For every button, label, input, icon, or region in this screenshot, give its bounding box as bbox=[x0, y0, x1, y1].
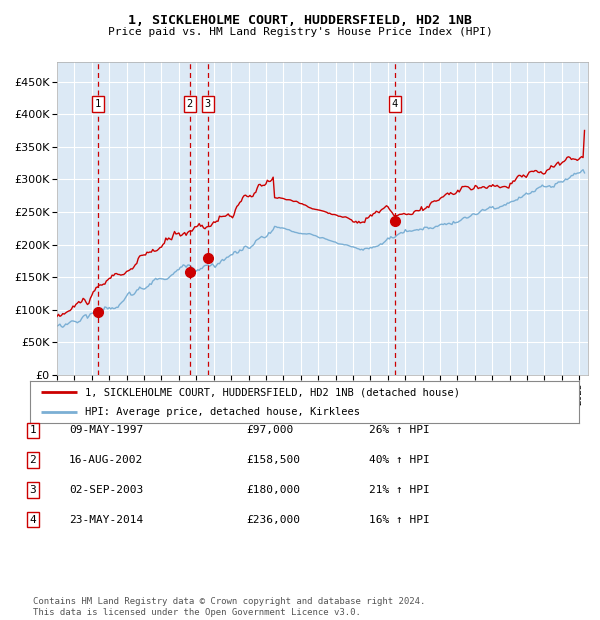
Text: HPI: Average price, detached house, Kirklees: HPI: Average price, detached house, Kirk… bbox=[85, 407, 360, 417]
Text: 02-SEP-2003: 02-SEP-2003 bbox=[69, 485, 143, 495]
Text: 3: 3 bbox=[205, 99, 211, 109]
Text: £180,000: £180,000 bbox=[246, 485, 300, 495]
Text: £158,500: £158,500 bbox=[246, 455, 300, 465]
Text: Contains HM Land Registry data © Crown copyright and database right 2024.
This d: Contains HM Land Registry data © Crown c… bbox=[33, 598, 425, 617]
Text: 2: 2 bbox=[29, 455, 37, 465]
Text: 4: 4 bbox=[391, 99, 398, 109]
Text: 26% ↑ HPI: 26% ↑ HPI bbox=[369, 425, 430, 435]
Text: 16-AUG-2002: 16-AUG-2002 bbox=[69, 455, 143, 465]
Text: 3: 3 bbox=[29, 485, 37, 495]
Text: £97,000: £97,000 bbox=[246, 425, 293, 435]
Text: 16% ↑ HPI: 16% ↑ HPI bbox=[369, 515, 430, 525]
Text: 1: 1 bbox=[95, 99, 101, 109]
Text: 1, SICKLEHOLME COURT, HUDDERSFIELD, HD2 1NB (detached house): 1, SICKLEHOLME COURT, HUDDERSFIELD, HD2 … bbox=[85, 387, 460, 397]
Text: 1, SICKLEHOLME COURT, HUDDERSFIELD, HD2 1NB: 1, SICKLEHOLME COURT, HUDDERSFIELD, HD2 … bbox=[128, 14, 472, 27]
Text: 21% ↑ HPI: 21% ↑ HPI bbox=[369, 485, 430, 495]
Text: 23-MAY-2014: 23-MAY-2014 bbox=[69, 515, 143, 525]
Text: £236,000: £236,000 bbox=[246, 515, 300, 525]
Text: 09-MAY-1997: 09-MAY-1997 bbox=[69, 425, 143, 435]
Text: 4: 4 bbox=[29, 515, 37, 525]
Text: Price paid vs. HM Land Registry's House Price Index (HPI): Price paid vs. HM Land Registry's House … bbox=[107, 27, 493, 37]
Text: 40% ↑ HPI: 40% ↑ HPI bbox=[369, 455, 430, 465]
Text: 1: 1 bbox=[29, 425, 37, 435]
Text: 2: 2 bbox=[187, 99, 193, 109]
